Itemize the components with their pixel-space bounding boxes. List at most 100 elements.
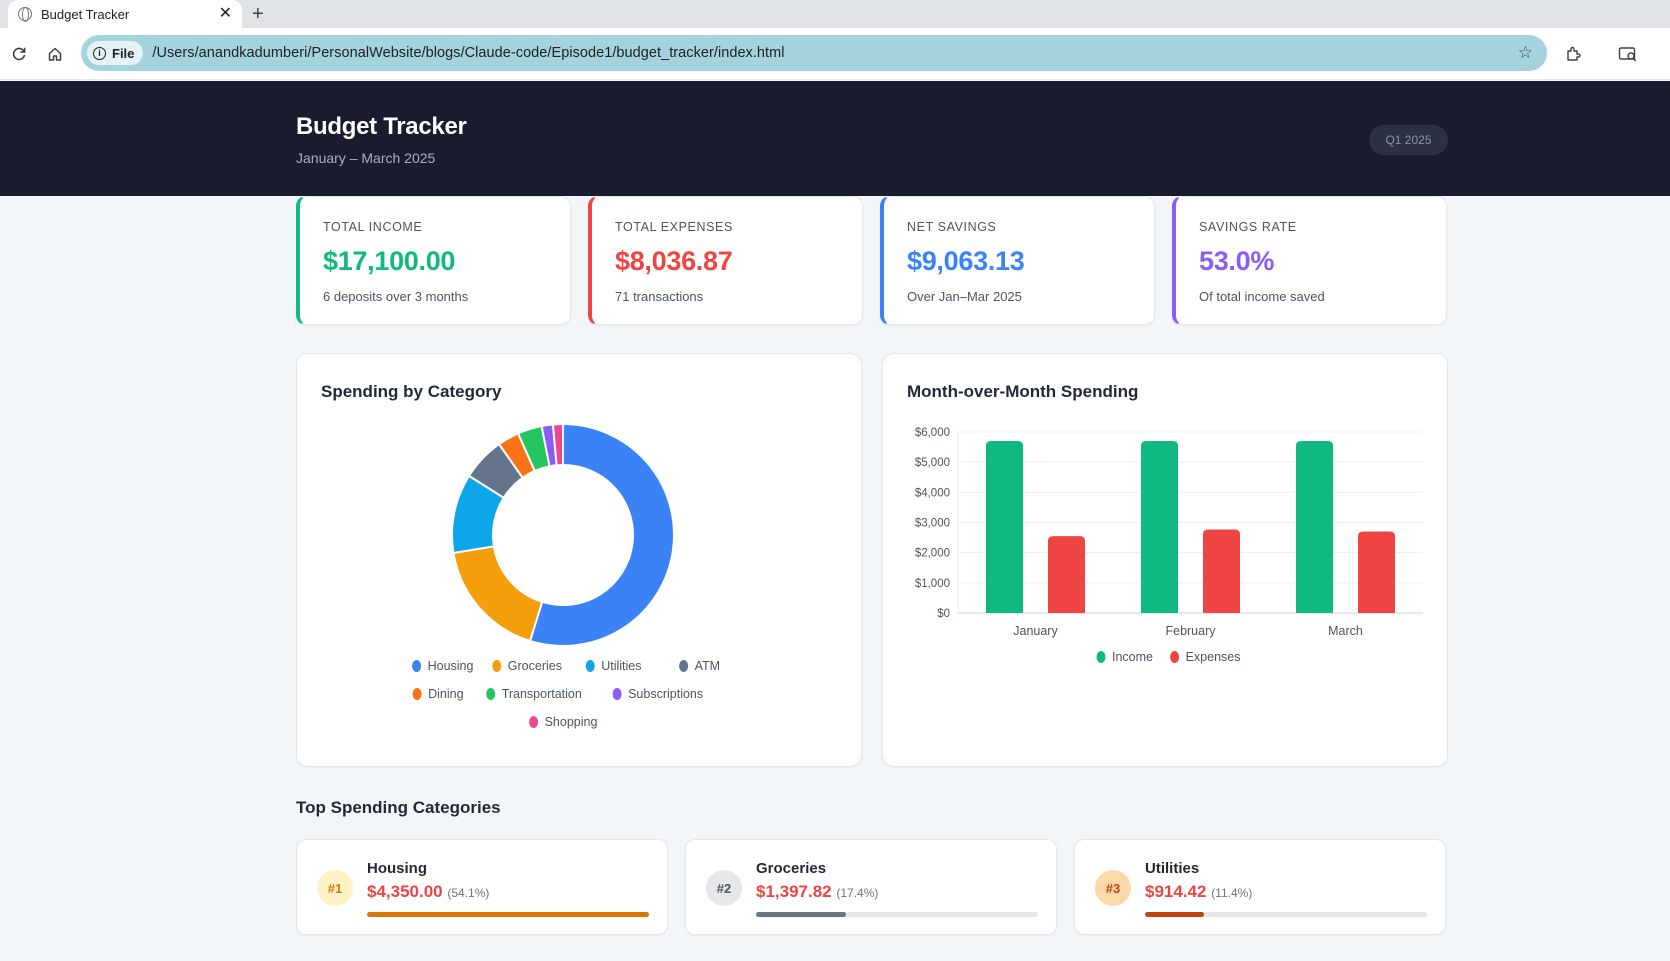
legend-label: Income [1112,650,1153,664]
new-tab-button[interactable]: + [252,3,264,25]
globe-icon [18,7,32,22]
share-bar-fill [756,912,847,917]
stat-value: $9,063.13 [907,246,1025,276]
x-tick-label: March [1328,624,1363,638]
legend-swatch [585,660,595,672]
browser-tab[interactable]: Budget Tracker ✕ [8,0,242,28]
page-subtitle: January – March 2025 [296,150,436,166]
category-amount-line: $4,350.00 (54.1%) [367,882,489,902]
stat-value: 53.0% [1199,246,1275,276]
share-bar-fill [367,912,649,917]
rank-badge: #1 [317,870,353,906]
extensions-icon[interactable] [1562,42,1586,66]
y-tick-label: $1,000 [915,578,950,590]
home-icon[interactable] [43,42,67,66]
share-bar-track [1145,912,1427,917]
stat-note: Of total income saved [1199,289,1325,304]
stat-value: $8,036.87 [615,246,733,276]
rank-badge: #2 [706,870,742,906]
bar-expenses-january [1048,536,1085,613]
category-amount: $4,350.00 [367,882,443,901]
legend-swatch [492,660,502,672]
category-amount-line: $1,397.82 (17.4%) [756,882,878,902]
share-bar-fill [1145,912,1205,917]
legend-swatch [412,660,422,672]
legend-swatch [1096,651,1106,663]
info-icon: i [93,46,106,60]
stat-label: NET SAVINGS [907,220,997,234]
browser-toolbar: i File /Users/anandkadumberi/PersonalWeb… [0,28,1670,80]
bar-income-february [1141,441,1178,613]
donut-chart: Housing Groceries Utilities ATM Dining Transp… [412,422,720,729]
section-title: Top Spending Categories [296,798,501,817]
legend-label: Utilities [601,659,641,673]
legend-label: Groceries [508,659,562,673]
category-name: Groceries [756,860,827,877]
rank-badge: #3 [1095,870,1131,906]
legend-swatch [612,688,622,700]
category-amount: $914.42 [1145,882,1207,901]
chart-title: Spending by Category [321,382,502,401]
spending-by-category-panel: Spending by Category Housing Groceries Uti… [296,353,862,767]
donut-slice-housing [528,422,675,647]
y-tick-label: $3,000 [915,518,950,530]
y-tick-label: $2,000 [915,548,950,560]
page-title: Budget Tracker [296,113,467,140]
legend-swatch [1170,651,1180,663]
stat-label: SAVINGS RATE [1199,220,1297,234]
top-category-card: #3 Utilities $914.42 (11.4%) [1074,839,1446,935]
stat-note: Over Jan–Mar 2025 [907,289,1022,304]
stat-card-savings-rate: SAVINGS RATE 53.0% Of total income saved [1172,196,1447,325]
stat-card-net-savings: NET SAVINGS $9,063.13 Over Jan–Mar 2025 [880,196,1155,325]
category-name: Utilities [1145,860,1200,877]
period-badge: Q1 2025 [1369,125,1448,155]
top-category-card: #2 Groceries $1,397.82 (17.4%) [685,839,1057,935]
legend-label: ATM [695,659,720,673]
y-tick-label: $0 [937,608,950,620]
legend-label: Housing [428,659,474,673]
screen-search-icon[interactable] [1616,42,1640,66]
url-text[interactable]: /Users/anandkadumberi/PersonalWebsite/bl… [152,45,785,61]
reload-icon[interactable] [7,42,31,66]
legend-swatch [412,688,422,700]
x-tick-label: January [1013,624,1058,638]
close-tab-icon[interactable]: ✕ [218,5,232,22]
x-tick-label: February [1165,624,1216,638]
y-tick-label: $6,000 [915,427,950,439]
y-tick-label: $4,000 [915,487,950,499]
share-bar-track [756,912,1038,917]
stat-label: TOTAL EXPENSES [615,220,733,234]
category-amount: $1,397.82 [756,882,832,901]
stat-card-total-income: TOTAL INCOME $17,100.00 6 deposits over … [296,196,571,325]
category-percent: (11.4%) [1211,886,1253,900]
browser-tab-strip: Budget Tracker ✕ + [0,0,1670,28]
legend-label: Shopping [545,715,598,729]
bookmark-star-icon[interactable]: ☆ [1517,43,1533,62]
month-over-month-panel: Month-over-Month Spending $0 $1,000 $2,000… [882,353,1448,767]
bar-income-january [986,441,1023,613]
address-bar[interactable]: i File /Users/anandkadumberi/PersonalWeb… [81,35,1547,71]
donut-slice-shopping [551,422,564,467]
y-tick-label: $5,000 [915,457,950,469]
tab-title: Budget Tracker [41,6,130,22]
stat-label: TOTAL INCOME [323,220,423,234]
top-category-card: #1 Housing $4,350.00 (54.1%) [296,839,668,935]
site-info-chip[interactable]: i File [87,41,144,65]
legend-swatch [486,688,496,700]
stat-note: 71 transactions [615,289,704,304]
category-percent: (54.1%) [447,886,490,900]
legend-swatch [529,716,539,728]
legend-swatch [679,660,689,672]
category-amount-line: $914.42 (11.4%) [1145,882,1252,902]
app-header: Budget Tracker January – March 2025 Q1 2… [0,81,1670,196]
file-label: File [112,45,135,61]
bar-expenses-march [1358,531,1395,613]
bar-income-march [1296,441,1333,613]
stat-value: $17,100.00 [323,246,456,276]
chart-title: Month-over-Month Spending [907,382,1139,401]
stat-card-total-expenses: TOTAL EXPENSES $8,036.87 71 transactions [588,196,863,325]
legend-label: Expenses [1186,650,1241,664]
donut-slice-groceries [452,545,544,643]
legend-label: Dining [428,687,463,701]
legend-label: Subscriptions [628,687,703,701]
